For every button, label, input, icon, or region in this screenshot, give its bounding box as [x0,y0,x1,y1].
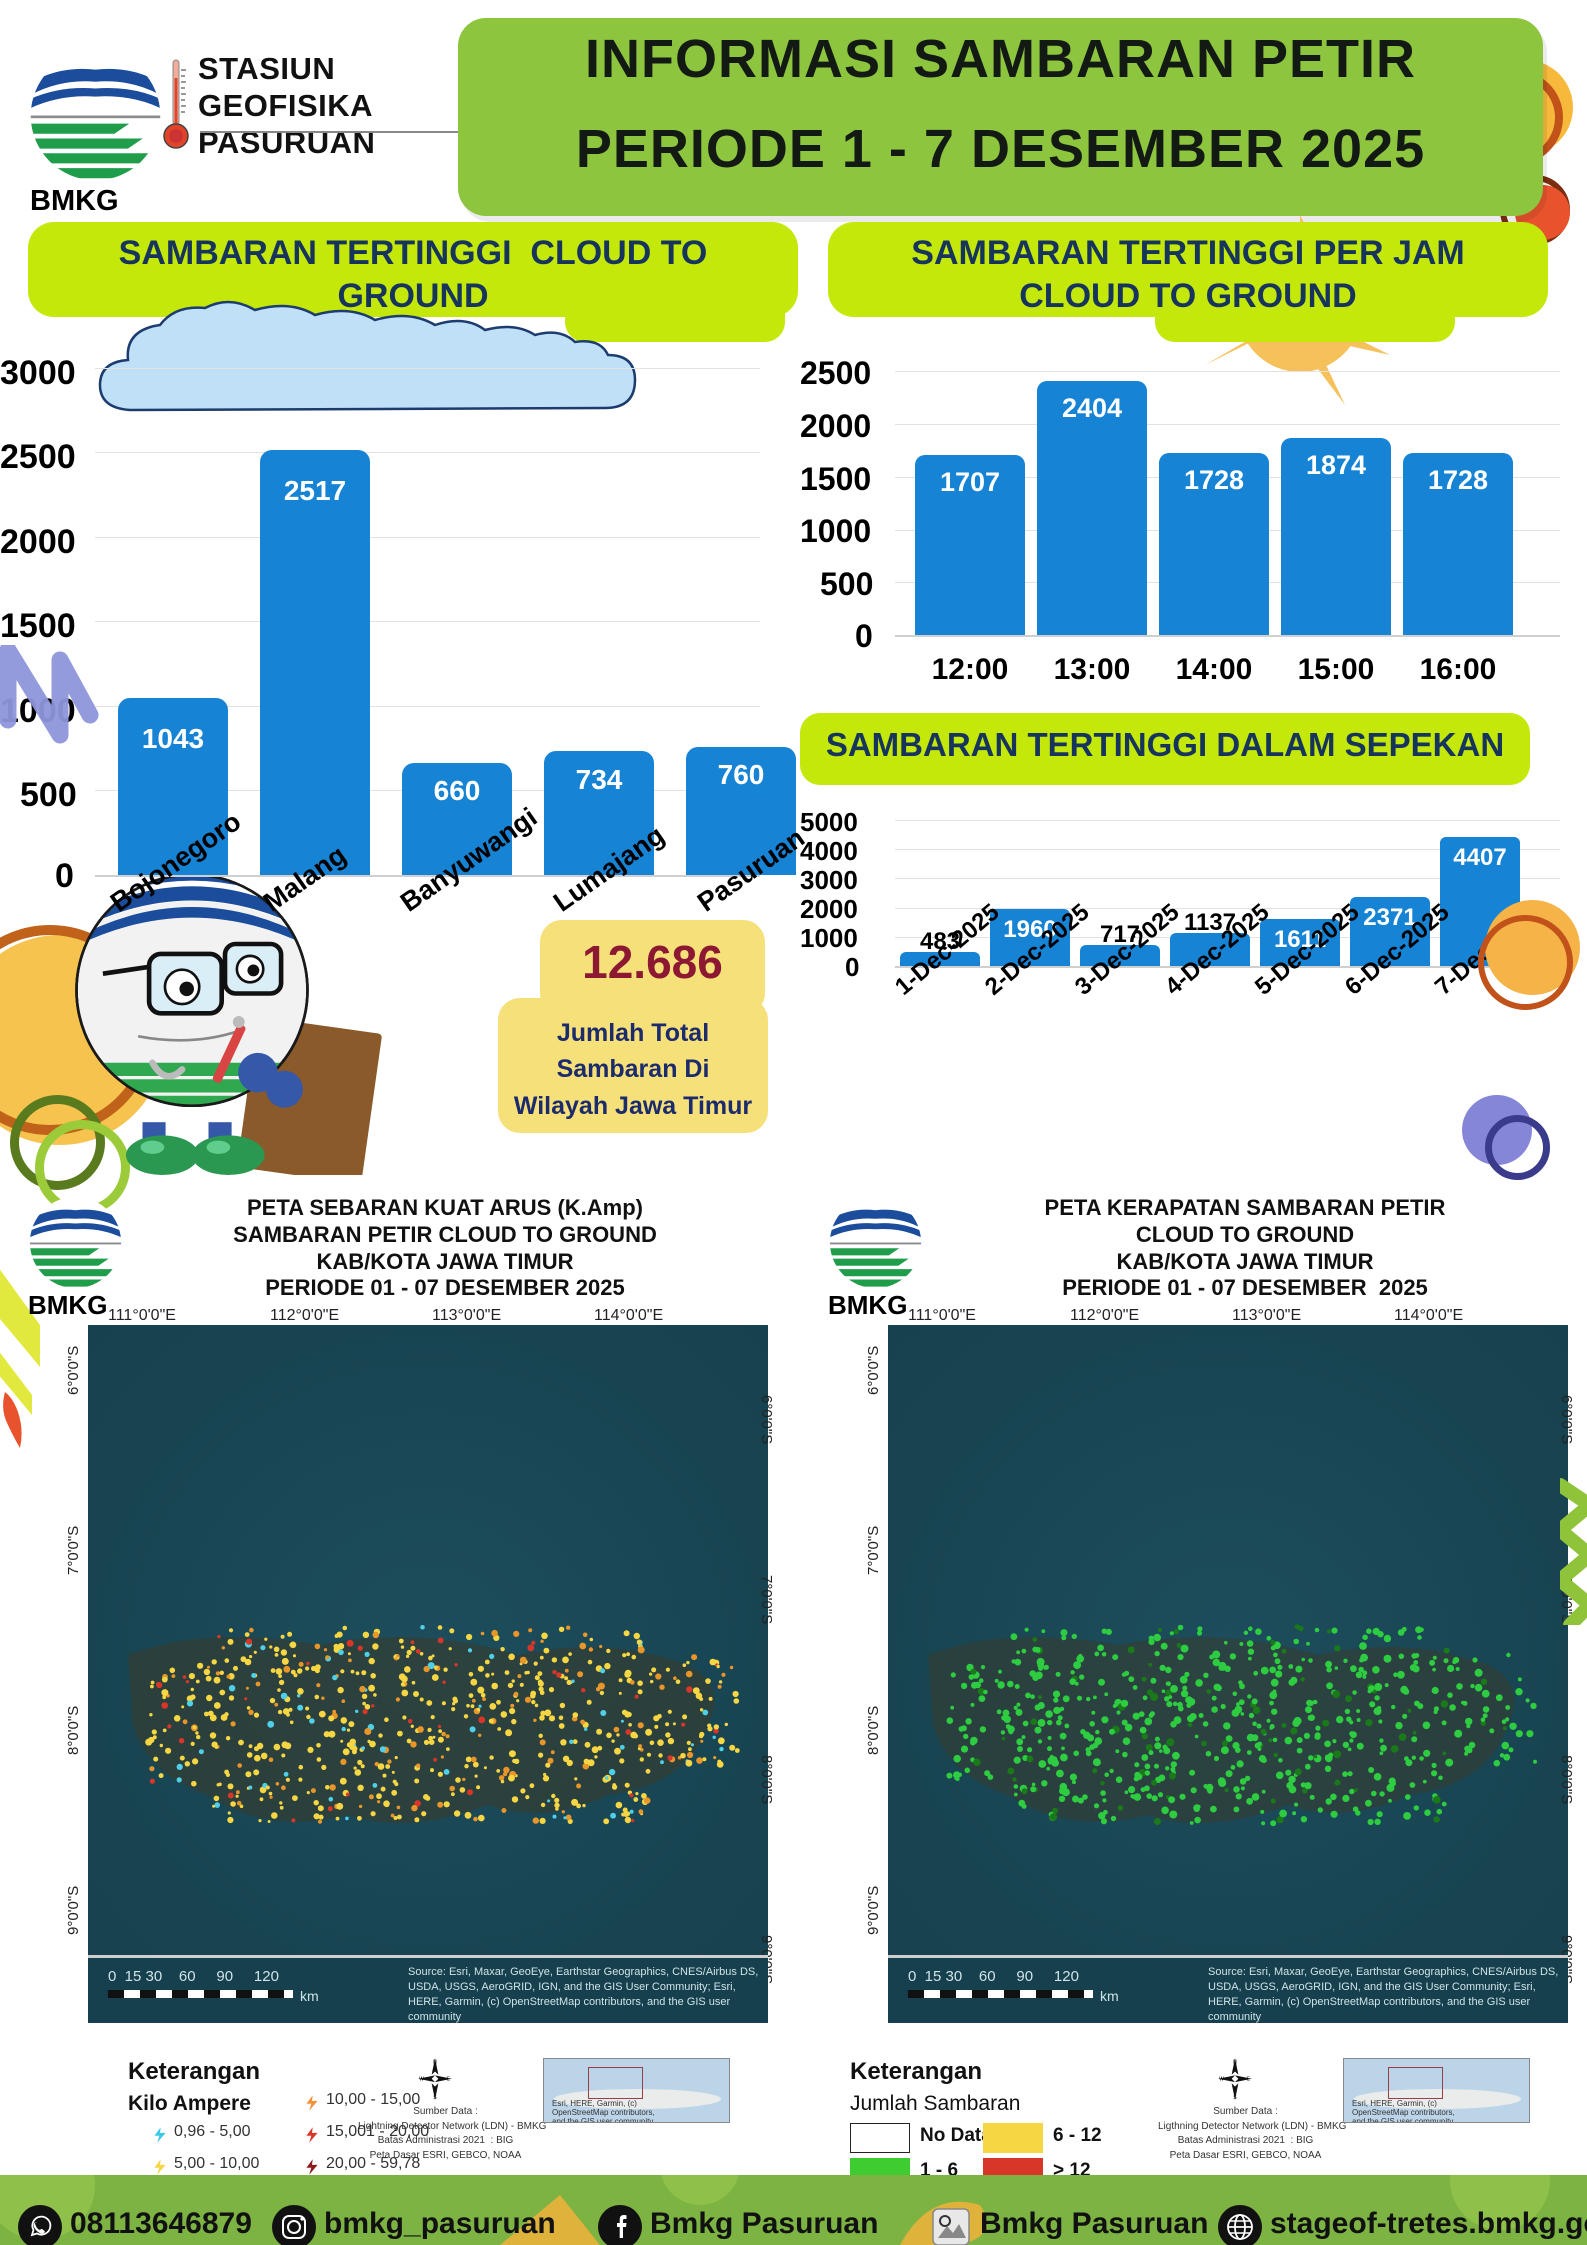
svg-text:E: E [1247,2076,1251,2082]
svg-text:E: E [447,2076,451,2082]
svg-text:W: W [419,2076,424,2082]
svg-text:N: N [433,2060,437,2066]
svg-text:S: S [433,2095,437,2100]
svg-text:N: N [1233,2060,1237,2066]
svg-text:S: S [1233,2095,1237,2100]
svg-text:W: W [1219,2076,1224,2082]
